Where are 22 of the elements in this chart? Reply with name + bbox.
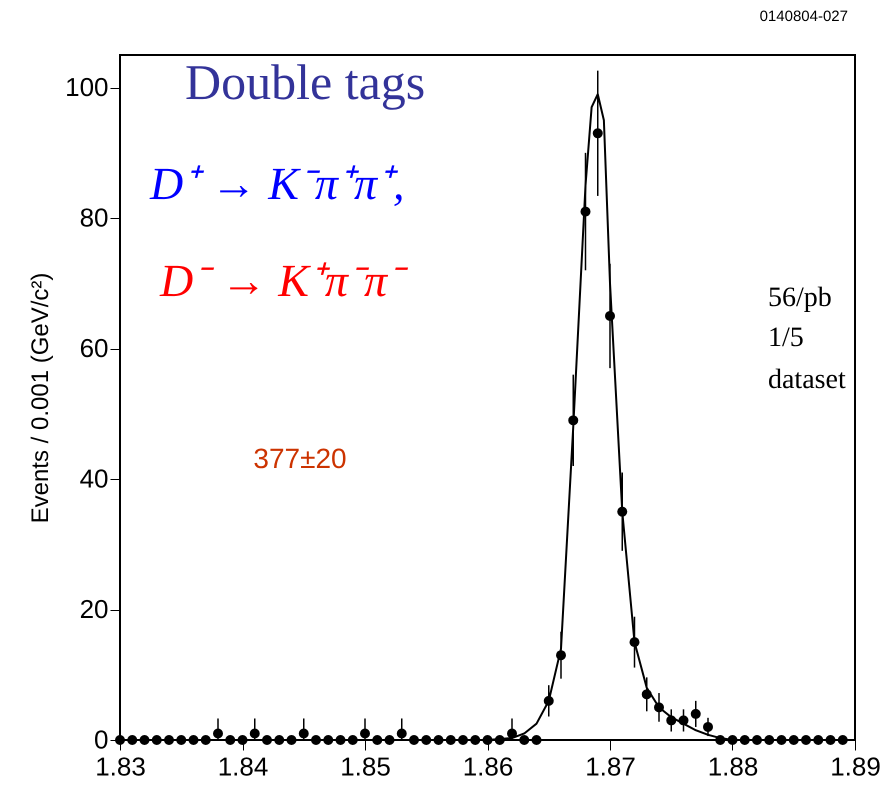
y-tick-label: 100: [65, 72, 108, 102]
x-tick-label: 1.89: [830, 752, 881, 782]
x-tick-label: 1.86: [462, 752, 514, 782]
annotation: dataset: [768, 364, 846, 395]
annotation: 56/pb: [768, 282, 832, 313]
annotation: Double tags: [185, 54, 426, 110]
annotation: 1/5: [768, 322, 804, 353]
y-tick-label: 60: [80, 333, 108, 364]
annotation: D⁺ → K⁻π⁺π⁺,: [149, 158, 404, 209]
x-tick-label: 1.87: [585, 752, 636, 782]
x-tick-label: 1.85: [340, 752, 391, 782]
y-tick-label: 20: [80, 594, 108, 624]
x-tick-label: 1.84: [218, 752, 268, 782]
x-tick-label: 1.83: [95, 752, 146, 782]
annotation: D⁻ → K⁺π⁻π⁻: [159, 255, 409, 306]
annotation: 377±20: [253, 443, 347, 474]
y-tick-label: 0: [94, 724, 108, 754]
y-axis-title: Events / 0.001 (GeV/c²): [27, 272, 54, 524]
text: 0140804-027: [760, 8, 848, 25]
x-tick-label: 1.88: [708, 752, 758, 782]
y-tick-label: 40: [80, 464, 108, 494]
y-tick-label: 80: [80, 202, 108, 233]
